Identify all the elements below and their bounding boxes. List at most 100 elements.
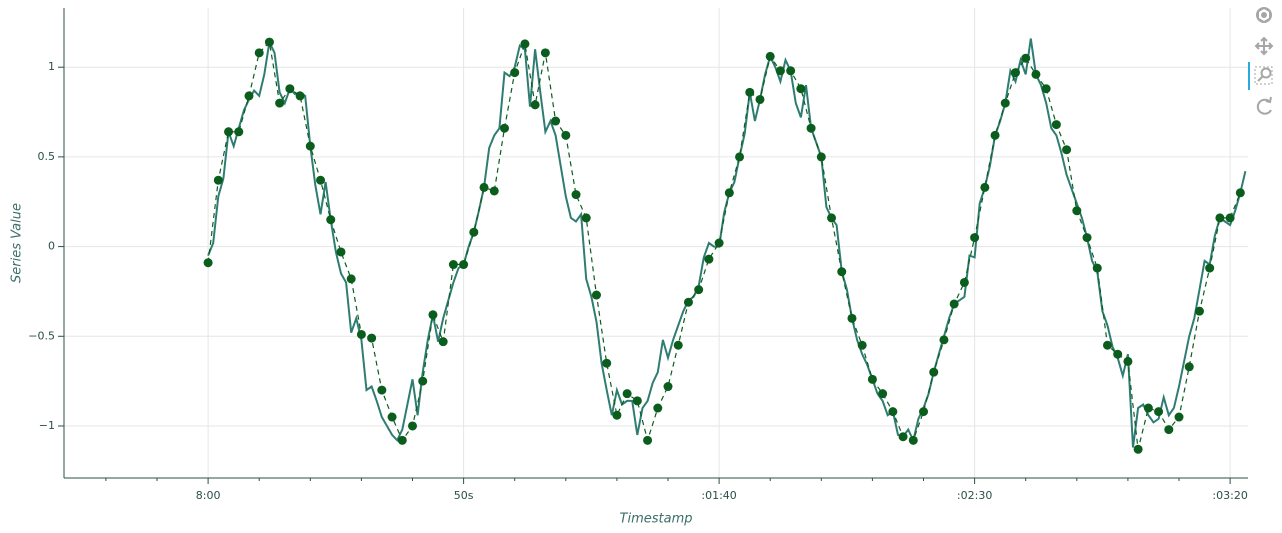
point (305, 141, 315, 151)
point (448, 260, 458, 270)
point (264, 37, 274, 47)
point (663, 382, 673, 392)
point (755, 94, 765, 104)
point (1000, 98, 1010, 108)
point (275, 98, 285, 108)
point (561, 130, 571, 140)
point (377, 385, 387, 395)
point (499, 123, 509, 133)
point (806, 123, 816, 133)
point (796, 84, 806, 94)
y-tick-label: 0.5 (38, 150, 56, 163)
point (571, 190, 581, 200)
point (1113, 349, 1123, 359)
point (438, 337, 448, 347)
point (908, 435, 918, 445)
point (602, 358, 612, 368)
x-tick-label: :01:40 (701, 489, 736, 502)
point (786, 66, 796, 76)
point (939, 335, 949, 345)
point (1225, 213, 1235, 223)
point (336, 247, 346, 257)
dashed-line (207, 40, 1241, 450)
x-tick-label: 50s (454, 489, 474, 502)
point (970, 233, 980, 243)
point (1082, 233, 1092, 243)
point (867, 374, 877, 384)
point (1123, 356, 1133, 366)
point (775, 66, 785, 76)
y-tick-label: −1 (39, 419, 55, 432)
point (203, 258, 213, 268)
point (213, 175, 223, 185)
point (1041, 84, 1051, 94)
x-axis-title: Timestamp (620, 512, 693, 527)
point (1051, 120, 1061, 130)
point (591, 290, 601, 300)
point (254, 48, 264, 58)
point (714, 238, 724, 248)
point (397, 435, 407, 445)
point (1164, 425, 1174, 435)
point (888, 407, 898, 417)
point (765, 51, 775, 61)
point (469, 227, 479, 237)
point (224, 127, 234, 137)
point (1133, 444, 1143, 454)
point (919, 407, 929, 417)
point (1194, 306, 1204, 316)
point (244, 91, 254, 101)
y-tick-label: 1 (48, 60, 55, 73)
active-tool-indicator (1248, 62, 1250, 90)
point (878, 389, 888, 399)
bokeh-logo[interactable] (1256, 7, 1272, 23)
point (857, 340, 867, 350)
point (622, 389, 632, 399)
point (387, 412, 397, 422)
y-axis-title: Series Value (10, 203, 25, 283)
toolbar (1248, 7, 1274, 115)
point (1143, 403, 1153, 413)
point (612, 410, 622, 420)
point (1235, 188, 1245, 198)
point (1154, 407, 1164, 417)
point (898, 432, 908, 442)
reset-tool[interactable] (1256, 96, 1272, 115)
point (316, 175, 326, 185)
x-tick-label: 8:00 (196, 489, 221, 502)
point (520, 39, 530, 49)
point (694, 285, 704, 295)
point (735, 152, 745, 162)
point (1062, 145, 1072, 155)
point (653, 403, 663, 413)
point (959, 277, 969, 287)
point (643, 435, 653, 445)
point (990, 130, 1000, 140)
pan-tool[interactable] (1254, 36, 1274, 56)
point (1010, 68, 1020, 78)
point (285, 84, 295, 94)
point (418, 376, 428, 386)
point (408, 421, 418, 431)
y-tick-label: 0 (48, 240, 55, 253)
point (816, 152, 826, 162)
point (326, 215, 336, 225)
point (479, 182, 489, 192)
point (295, 91, 305, 101)
point (929, 367, 939, 377)
point (837, 267, 847, 277)
point (459, 260, 469, 270)
x-tick-label: :03:20 (1212, 489, 1247, 502)
point (1021, 53, 1031, 63)
box-zoom-tool[interactable] (1254, 66, 1273, 85)
x-tick-label: :02:30 (957, 489, 992, 502)
point (745, 87, 755, 97)
point (489, 186, 499, 196)
point (1174, 412, 1184, 422)
point (530, 100, 540, 110)
point (724, 188, 734, 198)
point (428, 310, 438, 320)
point (683, 297, 693, 307)
point (1205, 263, 1215, 273)
